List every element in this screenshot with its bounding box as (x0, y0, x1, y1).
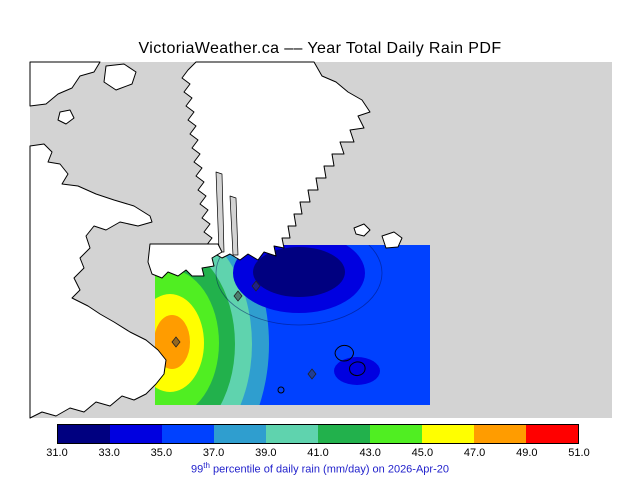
coastline-peninsula (181, 61, 371, 261)
island-outline (277, 386, 285, 394)
contour-band-31-33 (253, 247, 345, 297)
island-northwest (103, 63, 137, 91)
colorbar-segment (370, 425, 422, 443)
coastline-over-field (147, 243, 223, 279)
colorbar-tick-label: 51.0 (568, 447, 590, 459)
colorbar-segment (526, 425, 578, 443)
colorbar-segment (58, 425, 110, 443)
colorbar-segment (162, 425, 214, 443)
colorbar-tick-label: 43.0 (359, 447, 381, 459)
colorbar-segment (318, 425, 370, 443)
colorbar-tick-label: 37.0 (202, 447, 225, 459)
colorbar-caption: 99th percentile of daily rain (mm/day) o… (0, 461, 640, 476)
colorbar-tick-label: 35.0 (150, 447, 173, 459)
islet-northwest (57, 109, 75, 125)
colorbar-ticks: 31.0 33.0 35.0 37.0 39.0 41.0 43.0 45.0 47.0 49.0… (0, 447, 640, 461)
colorbar-segment (422, 425, 474, 443)
colorbar-tick-label: 49.0 (516, 447, 538, 459)
caption-ordinal-suffix: th (203, 461, 210, 470)
land-layer (29, 61, 403, 419)
island-outline (334, 344, 354, 362)
colorbar-segment (474, 425, 526, 443)
gulf-island (353, 223, 371, 237)
coastline-northwest (29, 61, 101, 107)
colorbar (57, 424, 579, 444)
coastline-west (29, 143, 167, 419)
colorbar-segment (110, 425, 162, 443)
colorbar-tick-label: 39.0 (255, 447, 277, 459)
colorbar-tick-label: 41.0 (307, 447, 329, 459)
colorbar-tick-label: 31.0 (46, 447, 68, 459)
figure-title: VictoriaWeather.ca –– Year Total Daily R… (138, 40, 502, 57)
station-marker-diamond (171, 336, 181, 348)
colorbar-tick-label: 33.0 (98, 447, 120, 459)
inlet (229, 195, 239, 256)
colorbar-tick-label: 47.0 (463, 447, 486, 459)
gulf-island (381, 231, 403, 249)
contour-line-35 (215, 245, 383, 326)
colorbar-segment (266, 425, 318, 443)
caption-percentile: 99 (191, 463, 204, 476)
caption-text: percentile of daily rain (mm/day) on 202… (209, 463, 449, 476)
station-marker-diamond (251, 280, 261, 292)
contour-band-33-35-south (334, 357, 380, 385)
colorbar-tick-label: 45.0 (411, 447, 434, 459)
colorbar-segment (214, 425, 266, 443)
station-marker-diamond (307, 368, 317, 380)
station-marker-diamond (233, 290, 243, 302)
contour-field (155, 245, 430, 405)
island-outline (349, 361, 366, 376)
